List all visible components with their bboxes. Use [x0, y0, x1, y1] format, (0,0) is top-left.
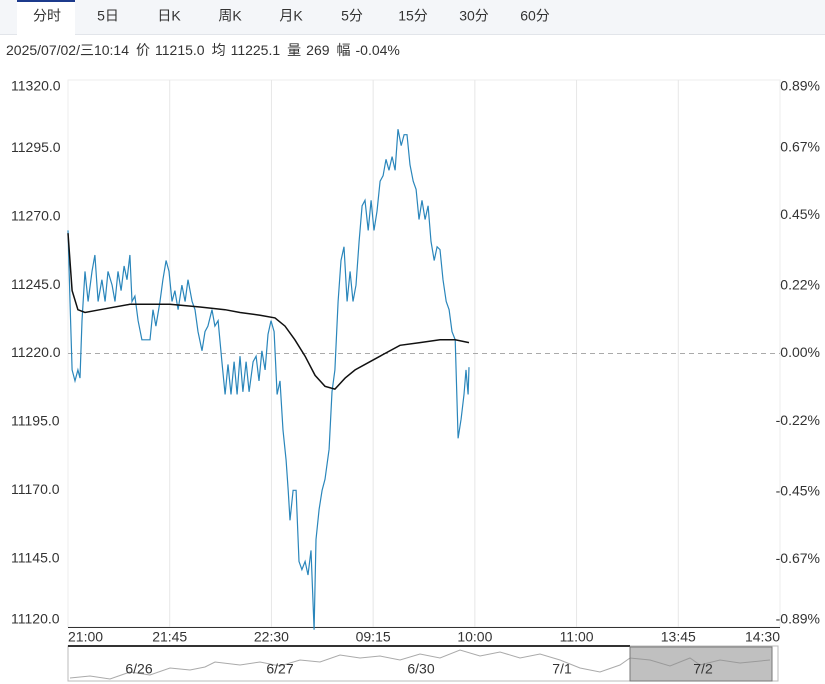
navigator-selection[interactable]	[629, 646, 773, 682]
y2-tick-label: 0.89%	[780, 78, 820, 94]
navigator-label: 6/30	[407, 661, 434, 677]
tabs: 分时 5日 日K 周K 月K 5分 15分 30分 60分	[17, 0, 550, 35]
x-tick-label: 22:30	[254, 629, 289, 645]
x-tick-label: 21:45	[152, 629, 187, 645]
x-tick-label: 13:45	[661, 629, 696, 645]
info-value: -0.04%	[356, 42, 400, 58]
y-tick-label: 11195.0	[11, 413, 60, 429]
info-label: 量	[287, 42, 301, 58]
info-value: 11215.0	[155, 42, 205, 58]
info-bar: 2025/07/02/三10:14 价 11215.0 均 11225.1 量 269 幅 -0…	[6, 42, 400, 58]
x-tick-label: 21:00	[68, 629, 103, 645]
series-line	[67, 129, 470, 630]
y2-tick-label: 0.00%	[780, 344, 820, 360]
navigator-label: 6/26	[125, 661, 152, 677]
x-tick-label: 11:00	[560, 629, 594, 645]
info-label: 幅	[337, 42, 351, 58]
tab[interactable]: 5日	[97, 8, 119, 24]
y-tick-label: 11170.0	[11, 481, 60, 497]
tab[interactable]: 月K	[279, 8, 303, 24]
tab-selected	[17, 0, 75, 35]
y2-tick-label: 0.22%	[780, 277, 820, 293]
x-tick-label: 09:15	[356, 629, 391, 645]
tab[interactable]: 30分	[459, 8, 489, 24]
x-tick-label: 14:30	[745, 629, 780, 645]
tab[interactable]: 60分	[520, 8, 550, 24]
navigator-label: 6/27	[266, 661, 293, 677]
tab[interactable]: 15分	[398, 8, 428, 24]
y2-tick-label: 0.67%	[780, 138, 820, 154]
navigator-label: 7/2	[693, 661, 713, 677]
y2-tick-label: -0.89%	[776, 611, 820, 627]
navigator: 6/26 6/27 6/30 7/1 7/2	[67, 645, 779, 682]
tab[interactable]: 日K	[157, 8, 181, 24]
navigator-label: 7/1	[552, 661, 572, 677]
y2-tick-label: -0.22%	[776, 412, 820, 428]
y-tick-label: 11145.0	[11, 549, 60, 565]
y-tick-label: 11245.0	[11, 276, 61, 292]
info-label: 均	[212, 42, 226, 58]
y-tick-label: 11120.0	[11, 611, 60, 627]
tab[interactable]: 周K	[218, 8, 242, 24]
series-line	[67, 233, 470, 390]
tab-indicator	[17, 0, 75, 2]
x-tick-label: 10:00	[457, 629, 492, 645]
y2-tick-label: -0.45%	[776, 482, 820, 498]
info-label: 价	[136, 42, 150, 58]
y-tick-label: 11270.0	[11, 207, 61, 223]
y2-tick-label: -0.67%	[776, 550, 820, 566]
tab[interactable]: 分时	[33, 8, 61, 24]
tab[interactable]: 5分	[341, 8, 363, 24]
info-value: 269	[306, 42, 330, 58]
y-tick-label: 11220.0	[11, 344, 61, 360]
y-tick-label: 11320.0	[11, 78, 61, 94]
tab-bar	[0, 0, 825, 34]
info-datetime: 2025/07/02/三10:14	[6, 42, 129, 58]
plot: 21:00 21:45 22:30 09:15 10:00 11:00 13:45 14:30…	[11, 78, 820, 645]
info-value: 11225.1	[231, 42, 281, 58]
y-tick-label: 11295.0	[11, 139, 61, 155]
y2-tick-label: 0.45%	[780, 206, 820, 222]
